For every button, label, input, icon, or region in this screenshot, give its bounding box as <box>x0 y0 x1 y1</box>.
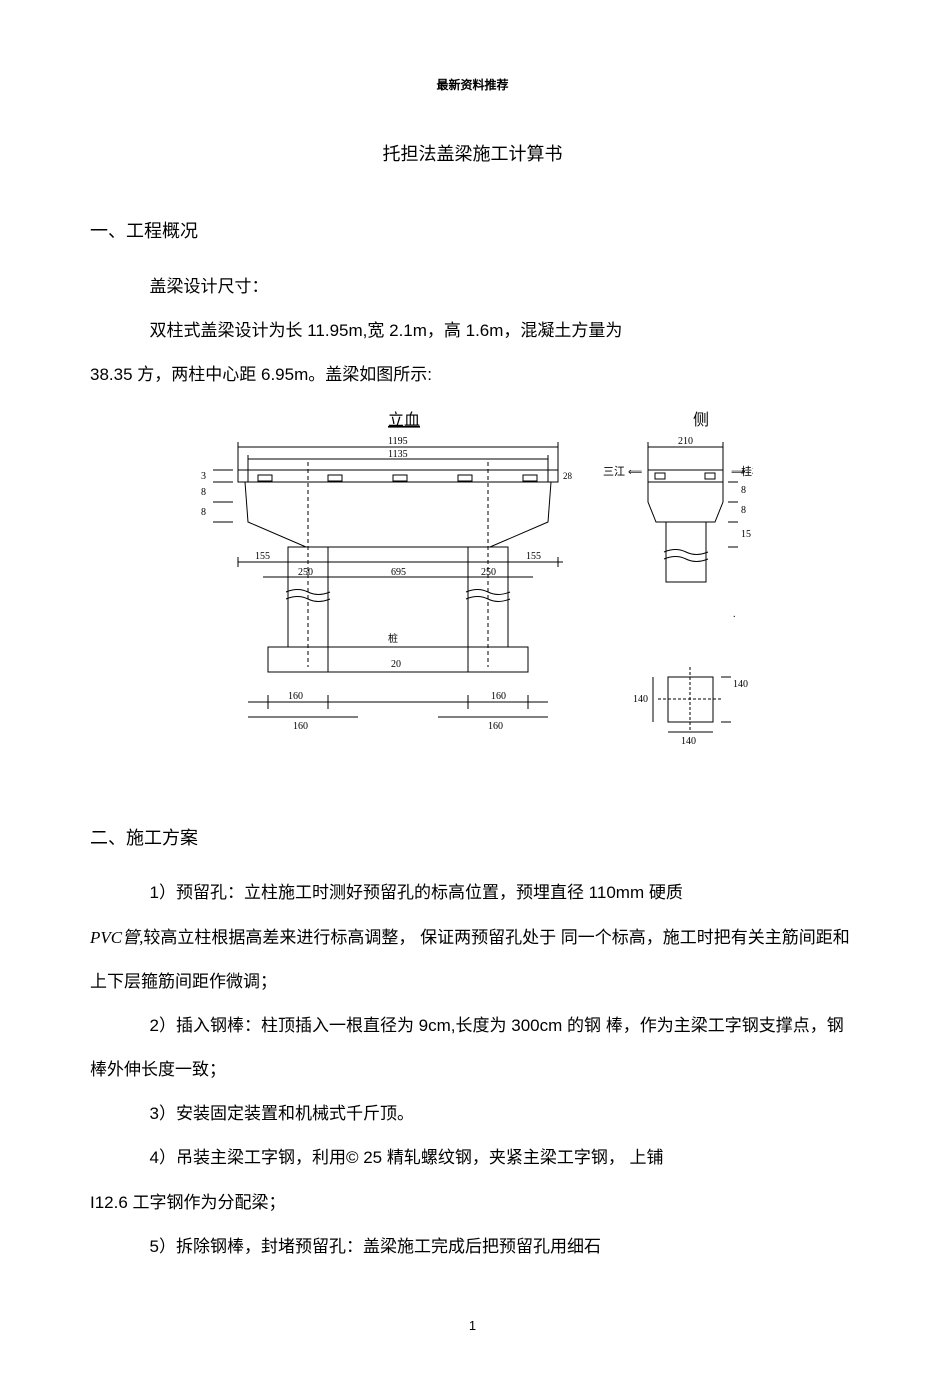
s2-p1b-italic: PVC管, <box>90 928 143 947</box>
svg-text:⟸: ⟸ <box>628 467 642 478</box>
s2-p4b: I12.6 工字钢作为分配梁； <box>90 1181 855 1225</box>
dim-tie: 桩 <box>388 632 398 645</box>
dim-s8b: 8 <box>741 505 746 516</box>
section-2-heading: 二、施工方案 <box>90 815 855 862</box>
dim-155l: 155 <box>255 551 270 562</box>
s2-p1b: PVC管,较高立柱根据高差来进行标高调整， 保证两预留孔处于 同一个标高，施工时… <box>90 916 855 1004</box>
label-guilin: 桂林 <box>741 464 753 478</box>
s2-p2: 2）插入钢棒：柱顶插入一根直径为 9cm,长度为 300cm 的钢 棒，作为主梁… <box>90 1004 855 1092</box>
dim-160l: 160 <box>288 691 303 702</box>
s2-p1: 1）预留孔：立柱施工时测好预留孔的标高位置，预埋直径 110mm 硬质 <box>90 871 855 915</box>
dim-8b: 8 <box>201 507 206 518</box>
s1-p2a: 双柱式盖梁设计为长 11.95m,宽 2.1m，高 1.6m，混凝土方量为 <box>90 309 855 353</box>
dim-695: 695 <box>391 567 406 578</box>
dim-140a: 140 <box>681 736 696 747</box>
dim-250r: 250 <box>481 567 496 578</box>
dim-3: 3 <box>201 471 206 482</box>
dim-20: 20 <box>391 659 401 670</box>
dim-160r: 160 <box>491 691 506 702</box>
s2-p3: 3）安装固定装置和机械式千斤顶。 <box>90 1092 855 1136</box>
s1-p2b: 38.35 方，两柱中心距 6.95m。盖梁如图所示: <box>90 353 855 397</box>
s2-p1a: 1）预留孔：立柱施工时测好预留孔的标高位置，预埋直径 110mm 硬质 <box>150 883 683 902</box>
label-sanjiang: 三江 <box>603 465 625 478</box>
dim-160lb: 160 <box>293 721 308 732</box>
dim-s15: 15 <box>741 529 751 540</box>
dim-1195: 1195 <box>388 436 408 447</box>
beam-diagram: 立血 1195 1135 3 8 8 28 <box>193 407 753 794</box>
svg-text:.: . <box>733 609 736 620</box>
dim-250l: 250 <box>298 567 313 578</box>
document-title: 托担法盖梁施工计算书 <box>90 131 855 178</box>
diagram-title-left: 立血 <box>388 411 420 429</box>
dim-160rb: 160 <box>488 721 503 732</box>
dim-s8a: 8 <box>741 485 746 496</box>
header-tag: 最新资料推荐 <box>90 70 855 101</box>
section-1-heading: 一、工程概况 <box>90 208 855 255</box>
dim-140b: 140 <box>633 694 648 705</box>
s2-p4a: 4）吊装主梁工字钢，利用© 25 精轧螺纹钢，夹紧主梁工字钢， 上铺 <box>90 1136 855 1180</box>
dim-s140c: 140 <box>733 679 748 690</box>
s1-p1: 盖梁设计尺寸： <box>90 265 855 309</box>
s2-p1b-rest: 较高立柱根据高差来进行标高调整， 保证两预留孔处于 同一个标高，施工时把有关主筋… <box>90 928 850 991</box>
dim-1135: 1135 <box>388 449 408 460</box>
dim-155r: 155 <box>526 551 541 562</box>
diagram-title-right: 侧 <box>693 411 709 429</box>
dim-8a: 8 <box>201 487 206 498</box>
svg-text:28: 28 <box>563 471 573 481</box>
dim-210: 210 <box>678 436 693 447</box>
s2-p5: 5）拆除钢棒，封堵预留孔：盖梁施工完成后把预留孔用细石 <box>90 1225 855 1269</box>
